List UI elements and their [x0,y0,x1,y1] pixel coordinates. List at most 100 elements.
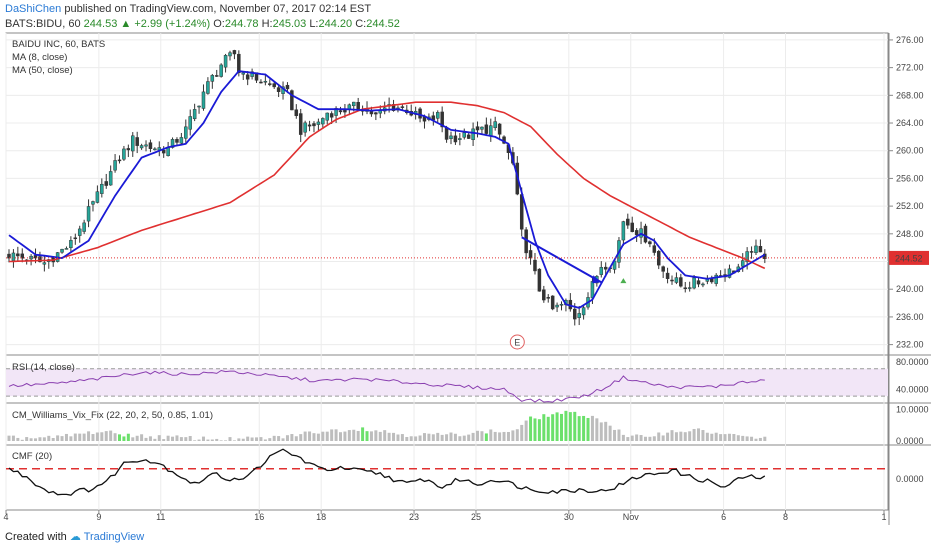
candle-body [480,126,484,130]
close-value: 244.52 [366,18,400,30]
candle [577,305,581,326]
vix-bar [34,438,38,441]
vix-bar [643,436,647,441]
vix-bar [710,433,714,441]
candle-body [343,109,347,113]
vix-bar [206,439,210,441]
author-link[interactable]: DaShiChen [5,3,62,15]
candle-body [316,121,321,125]
candle-body [307,124,312,127]
candle [480,126,484,134]
candle-body [197,105,201,108]
candle-body [144,144,148,147]
vix-bar [285,435,289,441]
candle [42,255,47,272]
vix-bar [237,438,241,441]
vix-bar [427,433,431,441]
candle [440,106,444,133]
vix-bar [705,432,709,441]
candle-body [374,112,378,115]
candle-body [621,221,626,241]
vix-bar [277,436,281,441]
candle [405,105,409,115]
candle [537,268,542,292]
vix-bar [679,431,683,441]
vix-bar [697,428,701,441]
candle [674,272,679,285]
vix-bar [82,433,86,441]
candle-body [228,52,232,57]
candle [542,285,546,303]
vix-bar [529,416,533,441]
candle-body [60,248,64,253]
candle-body [161,149,166,154]
candle-body [670,279,674,282]
candle [626,213,630,229]
vix-bar [745,436,749,441]
vix-bar [688,431,692,441]
x-tick-label: 25 [471,512,481,522]
candle-body [626,218,630,226]
vix-bar [29,438,33,441]
tradingview-logo-icon: ☁ [69,531,81,543]
vix-bar [414,436,418,441]
candle [696,277,701,288]
tradingview-brand[interactable]: TradingView [83,531,145,543]
candle-body [696,280,701,285]
candle-body [356,102,360,110]
vix-bar [462,435,466,441]
vix-bar [308,431,312,441]
candle-body [16,253,20,257]
candle [325,112,329,125]
x-tick-label: 8 [783,512,788,522]
candle-body [471,128,475,141]
open-value: 244.78 [224,18,259,30]
vix-bar [166,435,170,441]
vix-bar [418,435,422,441]
vix-bar [617,429,621,441]
cmf-tick-label: 0.0000 [896,474,924,484]
vix-bar [95,432,99,441]
candle-body [223,55,228,68]
vix-bar [113,433,117,441]
candle [223,53,228,73]
vix-bar [489,429,493,441]
candle [241,71,246,81]
vix-bar [347,430,351,441]
candle [148,139,153,153]
vix-bar [387,432,391,441]
vix-bar [175,435,179,441]
candle-body [259,81,263,84]
vix-bar [210,439,214,441]
vix-bar [343,431,347,441]
vix-bar [604,421,608,441]
candle [648,240,652,248]
trend-arrow-line [521,236,602,284]
candle [497,123,502,141]
vix-bar [586,417,590,441]
vix-bar [268,438,272,441]
candle [643,223,648,244]
candle-body [206,81,210,94]
vix-bar [60,436,64,441]
candle-body [749,251,754,253]
candle-body [528,250,533,259]
candle-body [754,245,758,253]
candle [316,118,321,132]
candle-body [440,111,444,128]
candle-body [298,113,303,135]
vix-bar [555,412,559,441]
low-value: 244.20 [318,18,353,30]
candle-body [219,64,223,77]
x-tick-label: 4 [3,512,8,522]
candle-body [665,272,670,279]
vix-bar [480,431,484,441]
candle [312,121,316,133]
candle-body [263,80,268,83]
candle [581,305,586,320]
candle-body [139,145,144,149]
vix-bar [568,412,572,441]
candle-body [237,53,241,73]
candle [679,273,683,288]
